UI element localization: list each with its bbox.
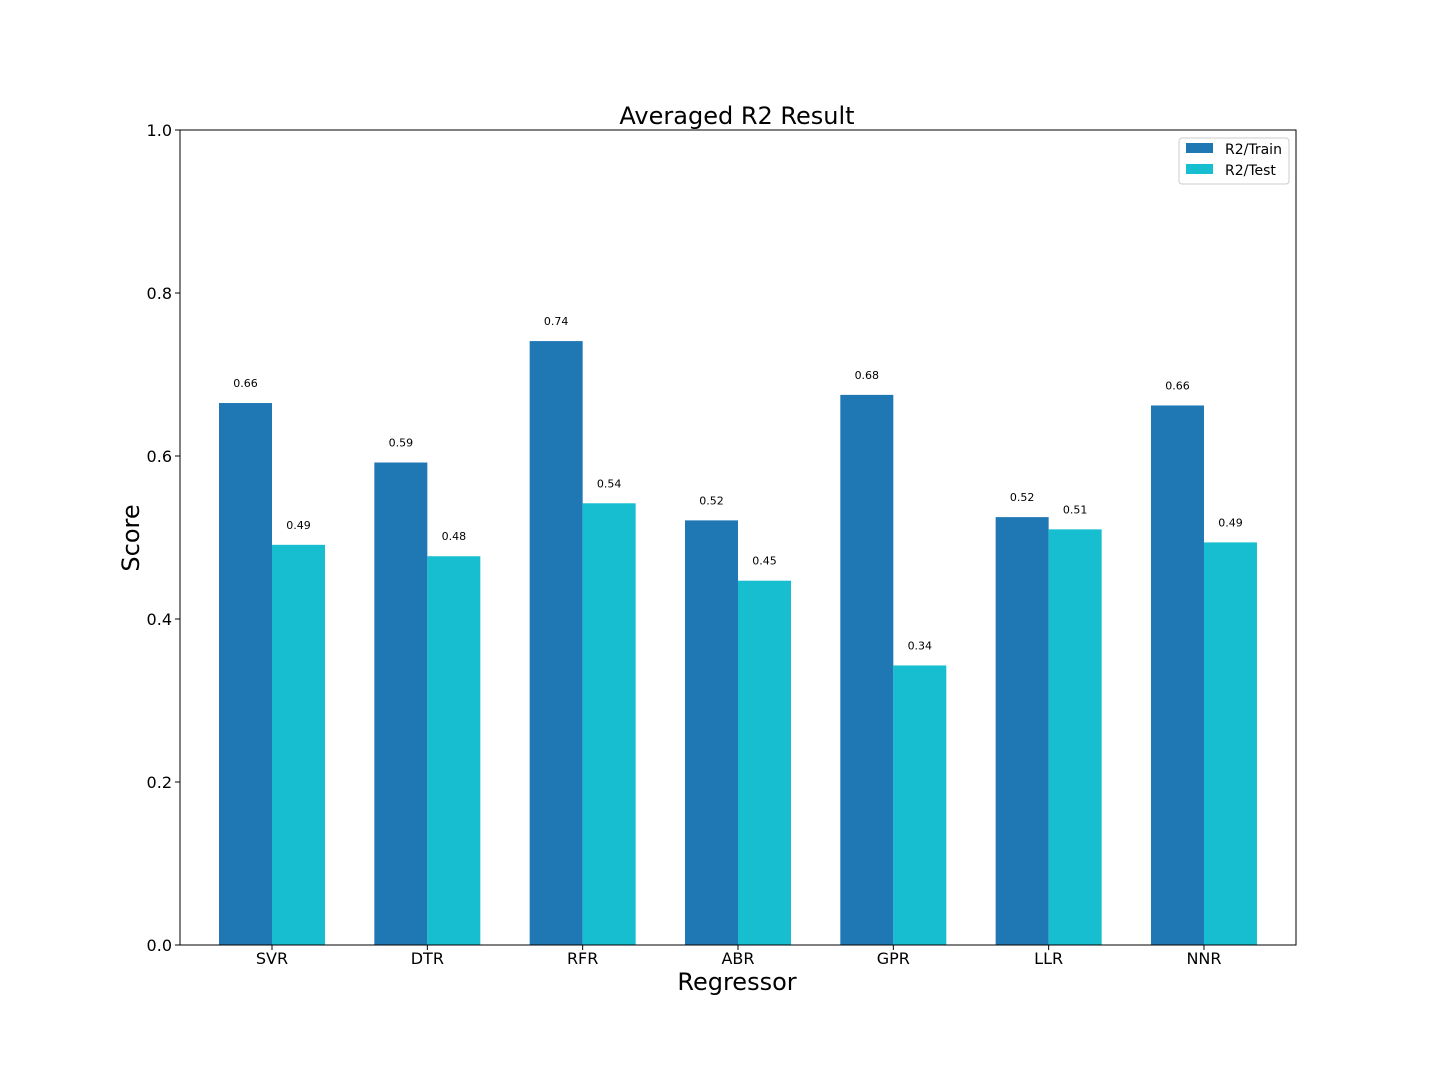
- bar-abr-test: [737, 580, 791, 945]
- y-tick-label: 1.0: [147, 121, 172, 140]
- x-axis-title: Regressor: [677, 968, 796, 996]
- data-label: 0.66: [233, 377, 258, 390]
- data-label: 0.49: [1218, 516, 1243, 529]
- x-tick-label: SVR: [256, 949, 288, 968]
- data-label: 0.66: [1165, 379, 1190, 392]
- data-label: 0.54: [597, 477, 622, 490]
- y-tick-label: 0.4: [147, 610, 172, 629]
- bar-nnr-train: [1150, 405, 1204, 946]
- x-tick-label: DTR: [411, 949, 444, 968]
- x-tick-label: RFR: [567, 949, 598, 968]
- data-label: 0.51: [1063, 503, 1088, 516]
- bar-gpr-train: [840, 394, 894, 945]
- bar-rfr-test: [582, 503, 636, 945]
- x-axis: SVR DTR RFR ABR GPR LLR NNR: [256, 945, 1222, 968]
- bars-group: [219, 341, 1257, 946]
- data-label: 0.52: [699, 494, 724, 507]
- data-label: 0.45: [752, 555, 777, 568]
- data-label: 0.59: [389, 437, 414, 450]
- bar-dtr-test: [427, 556, 481, 945]
- x-tick-label: GPR: [877, 949, 910, 968]
- x-tick-label: NNR: [1186, 949, 1221, 968]
- legend-swatch-train: [1186, 143, 1213, 153]
- legend: R2/Train R2/Test: [1178, 137, 1290, 185]
- legend-label-train: R2/Train: [1225, 142, 1282, 158]
- x-tick-label: LLR: [1034, 949, 1063, 968]
- data-label: 0.52: [1010, 491, 1035, 504]
- data-label: 0.34: [908, 639, 933, 652]
- legend-label-test: R2/Test: [1225, 163, 1276, 179]
- y-tick-label: 0.8: [147, 284, 172, 303]
- bar-gpr-test: [893, 665, 947, 945]
- bar-nnr-test: [1203, 542, 1257, 945]
- chart-title: Averaged R2 Result: [619, 102, 854, 130]
- data-label: 0.74: [544, 315, 569, 328]
- bar-svr-train: [219, 403, 272, 945]
- data-label: 0.68: [855, 369, 880, 382]
- legend-swatch-test: [1186, 164, 1213, 174]
- bar-llr-test: [1048, 529, 1102, 945]
- data-label: 0.48: [442, 530, 467, 543]
- bar-dtr-train: [374, 462, 428, 945]
- data-label: 0.49: [286, 519, 311, 532]
- y-axis-title: Score: [117, 504, 145, 571]
- bar-llr-train: [995, 517, 1049, 945]
- y-axis: 0.0 0.2 0.4 0.6 0.8 1.0: [147, 121, 180, 955]
- y-tick-label: 0.2: [147, 773, 172, 792]
- bar-labels-group: 0.66 0.59 0.74 0.52 0.68 0.52 0.66 0.49 0.48 0.54…: [233, 315, 1242, 652]
- bar-svr-test: [272, 544, 325, 945]
- x-tick-label: ABR: [721, 949, 754, 968]
- bar-rfr-train: [529, 341, 583, 946]
- bar-abr-train: [684, 520, 738, 945]
- y-tick-label: 0.0: [147, 936, 172, 955]
- y-tick-label: 0.6: [147, 447, 172, 466]
